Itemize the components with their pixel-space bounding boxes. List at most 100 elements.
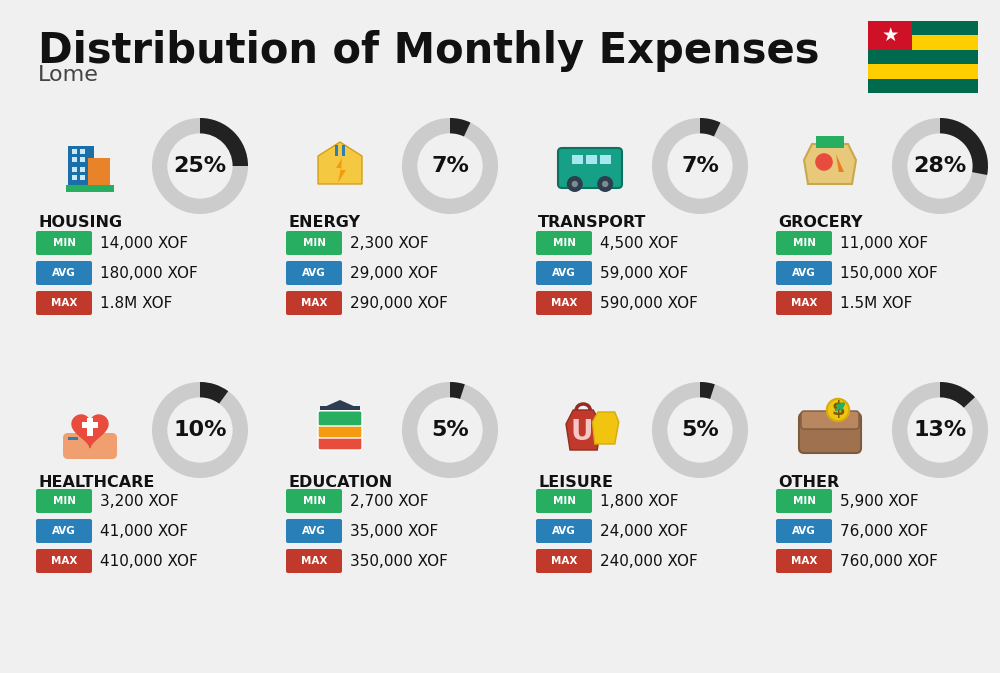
Bar xyxy=(320,406,360,410)
Text: Lome: Lome xyxy=(38,65,99,85)
Text: 3,200 XOF: 3,200 XOF xyxy=(100,493,179,509)
Text: U: U xyxy=(571,418,593,446)
Text: 28%: 28% xyxy=(913,156,967,176)
Text: MAX: MAX xyxy=(551,556,577,566)
Circle shape xyxy=(597,176,613,192)
Text: EDUCATION: EDUCATION xyxy=(288,475,392,490)
Bar xyxy=(88,158,110,186)
FancyBboxPatch shape xyxy=(536,549,592,573)
Text: AVG: AVG xyxy=(302,526,326,536)
Wedge shape xyxy=(700,382,715,399)
Bar xyxy=(816,136,844,148)
Bar xyxy=(68,437,78,440)
Wedge shape xyxy=(940,118,988,175)
FancyBboxPatch shape xyxy=(36,231,92,255)
Bar xyxy=(868,36,978,50)
Text: 180,000 XOF: 180,000 XOF xyxy=(100,266,198,281)
Bar xyxy=(586,155,597,164)
Wedge shape xyxy=(700,118,720,137)
Bar xyxy=(66,185,114,192)
Text: 350,000 XOF: 350,000 XOF xyxy=(350,553,448,569)
FancyBboxPatch shape xyxy=(36,519,92,543)
Bar xyxy=(572,155,583,164)
Circle shape xyxy=(815,153,833,171)
Text: 24,000 XOF: 24,000 XOF xyxy=(600,524,688,538)
Text: MIN: MIN xyxy=(302,238,326,248)
Text: MIN: MIN xyxy=(52,496,76,506)
Bar xyxy=(868,79,978,93)
Polygon shape xyxy=(336,158,346,183)
Text: 10%: 10% xyxy=(173,420,227,440)
Text: 1.5M XOF: 1.5M XOF xyxy=(840,295,912,310)
FancyBboxPatch shape xyxy=(36,489,92,513)
Wedge shape xyxy=(652,382,748,478)
Bar xyxy=(72,157,77,162)
Text: 290,000 XOF: 290,000 XOF xyxy=(350,295,448,310)
Text: MIN: MIN xyxy=(792,496,816,506)
Circle shape xyxy=(567,176,583,192)
Text: MIN: MIN xyxy=(552,238,576,248)
FancyBboxPatch shape xyxy=(318,411,362,426)
FancyBboxPatch shape xyxy=(801,411,859,429)
Text: LEISURE: LEISURE xyxy=(538,475,613,490)
Text: 2,700 XOF: 2,700 XOF xyxy=(350,493,428,509)
Bar xyxy=(80,167,85,172)
Bar xyxy=(80,149,85,154)
Text: AVG: AVG xyxy=(552,268,576,278)
Text: MAX: MAX xyxy=(551,298,577,308)
FancyBboxPatch shape xyxy=(776,231,832,255)
Text: 760,000 XOF: 760,000 XOF xyxy=(840,553,938,569)
Circle shape xyxy=(602,181,608,187)
Text: 5%: 5% xyxy=(431,420,469,440)
FancyBboxPatch shape xyxy=(536,489,592,513)
Polygon shape xyxy=(804,144,856,184)
Text: 150,000 XOF: 150,000 XOF xyxy=(840,266,938,281)
Polygon shape xyxy=(836,154,844,172)
FancyBboxPatch shape xyxy=(286,519,342,543)
Text: 590,000 XOF: 590,000 XOF xyxy=(600,295,698,310)
Text: $: $ xyxy=(831,400,845,419)
Text: 4,500 XOF: 4,500 XOF xyxy=(600,236,678,250)
Text: AVG: AVG xyxy=(52,268,76,278)
FancyBboxPatch shape xyxy=(63,433,117,459)
Text: AVG: AVG xyxy=(302,268,326,278)
Polygon shape xyxy=(72,415,108,448)
Text: 14,000 XOF: 14,000 XOF xyxy=(100,236,188,250)
FancyBboxPatch shape xyxy=(776,519,832,543)
FancyBboxPatch shape xyxy=(776,261,832,285)
FancyBboxPatch shape xyxy=(536,261,592,285)
FancyBboxPatch shape xyxy=(318,435,362,450)
Text: GROCERY: GROCERY xyxy=(778,215,862,230)
FancyBboxPatch shape xyxy=(286,489,342,513)
Text: 7%: 7% xyxy=(431,156,469,176)
Text: MIN: MIN xyxy=(552,496,576,506)
Bar xyxy=(72,149,77,154)
Wedge shape xyxy=(450,382,465,399)
Text: ENERGY: ENERGY xyxy=(288,215,360,230)
Bar xyxy=(68,146,94,186)
Text: MAX: MAX xyxy=(51,556,77,566)
Wedge shape xyxy=(152,118,248,214)
Bar xyxy=(868,50,978,64)
Text: 5,900 XOF: 5,900 XOF xyxy=(840,493,919,509)
Text: Distribution of Monthly Expenses: Distribution of Monthly Expenses xyxy=(38,30,820,72)
FancyBboxPatch shape xyxy=(536,291,592,315)
Polygon shape xyxy=(592,412,619,444)
Text: 7%: 7% xyxy=(681,156,719,176)
Text: 410,000 XOF: 410,000 XOF xyxy=(100,553,198,569)
FancyBboxPatch shape xyxy=(36,549,92,573)
Text: 76,000 XOF: 76,000 XOF xyxy=(840,524,928,538)
FancyBboxPatch shape xyxy=(286,291,342,315)
Bar xyxy=(600,155,611,164)
Bar xyxy=(868,64,978,79)
Bar xyxy=(80,175,85,180)
FancyBboxPatch shape xyxy=(558,148,622,188)
Text: 25%: 25% xyxy=(173,156,227,176)
Text: 1.8M XOF: 1.8M XOF xyxy=(100,295,172,310)
FancyBboxPatch shape xyxy=(286,261,342,285)
Polygon shape xyxy=(318,142,362,184)
FancyBboxPatch shape xyxy=(36,261,92,285)
FancyBboxPatch shape xyxy=(286,231,342,255)
Bar xyxy=(342,145,345,156)
Text: 1,800 XOF: 1,800 XOF xyxy=(600,493,678,509)
